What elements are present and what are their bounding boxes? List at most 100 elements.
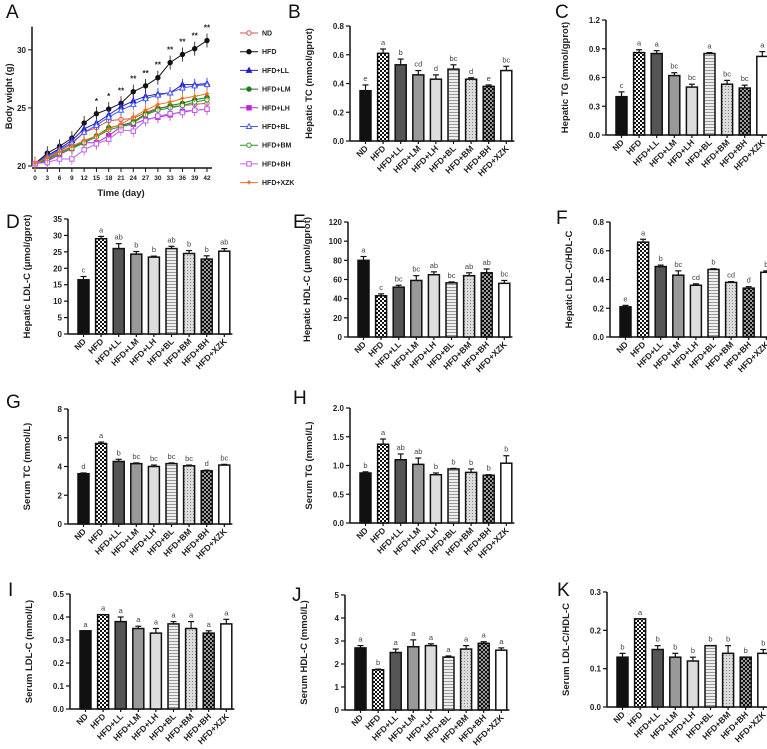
significance-letter: bc — [168, 452, 176, 461]
y-tick-label: 0.0 — [53, 705, 65, 714]
significance-mark: ** — [179, 38, 186, 47]
significance-letter: a — [411, 629, 416, 638]
bar-hfd-bm — [464, 78, 478, 142]
data-point — [130, 88, 136, 95]
data-point — [155, 113, 161, 119]
data-point — [81, 147, 87, 153]
bar-hfd-xzk — [500, 462, 513, 524]
x-tick-label: 6 — [58, 175, 62, 182]
y-axis-title: Hepatic TG (mmol/gprot) — [560, 22, 571, 133]
significance-letter: d — [81, 462, 85, 471]
bar-hfd-lh — [686, 660, 700, 708]
bar-hfd-ll — [112, 247, 125, 335]
y-axis-title: Serum HDL-C (mmol/L) — [299, 600, 310, 705]
legend-label: HFD+BL — [262, 124, 291, 131]
y-tick-label: 0.0 — [590, 703, 602, 712]
significance-letter: a — [482, 631, 487, 640]
y-tick-label: 0.6 — [589, 74, 601, 83]
bar-hfd-lm — [412, 463, 425, 524]
bar-hfd-bl — [442, 656, 455, 711]
x-axis-title: Time (day) — [97, 188, 144, 199]
data-point: ✦ — [191, 91, 199, 101]
significance-letter: a — [99, 225, 104, 234]
bar-hfd-bm — [720, 83, 734, 136]
data-point — [106, 136, 112, 142]
bar-hfd-bl — [165, 462, 178, 525]
significance-letter: bc — [670, 62, 678, 71]
bar-hfd-bm — [724, 281, 738, 338]
y-tick-label: 60 — [333, 276, 342, 285]
bar-hfd-bl — [447, 468, 460, 524]
y-tick-label: 0.4 — [53, 613, 65, 622]
data-point: ✦ — [44, 153, 52, 163]
legend-label: HFD+LL — [262, 68, 290, 75]
y-tick-label: 0.2 — [333, 108, 345, 117]
data-point: ✦ — [93, 131, 101, 141]
x-tick-label: 21 — [117, 175, 125, 182]
bar-hfd-bl — [704, 644, 717, 708]
y-axis-title: Serum LDL-C/HDL-C — [561, 603, 572, 696]
y-tick-label: 80 — [333, 256, 342, 265]
significance-letter: bc — [185, 454, 193, 463]
panel-label-a: A — [6, 2, 19, 23]
significance-letter: a — [655, 40, 660, 49]
bar-hfd-bm — [184, 627, 198, 710]
x-category-label: ND — [74, 711, 90, 727]
bar-hfd — [632, 51, 646, 136]
significance-letter: b — [711, 258, 715, 267]
bar-hfd-bl — [445, 282, 458, 338]
bar-hfd-xzk — [218, 250, 231, 335]
data-point — [192, 45, 198, 52]
bar-hfd-bh — [477, 642, 490, 711]
significance-letter: a — [189, 611, 194, 620]
bar-nd — [615, 95, 628, 136]
bar-hfd — [96, 613, 110, 710]
significance-letter: bc — [674, 260, 682, 269]
y-axis-title: Serum TG (mmol/L) — [304, 421, 315, 509]
bar-hfd-lh — [689, 284, 703, 338]
significance-letter: a — [446, 645, 451, 654]
legend-marker — [246, 86, 252, 92]
data-point — [142, 94, 150, 102]
y-axis-title: Serum TC (mmol/L) — [22, 423, 33, 511]
significance-mark: ** — [167, 46, 174, 55]
significance-letter: ab — [414, 447, 422, 456]
x-tick-label: 24 — [130, 175, 138, 182]
hepatic-hdl-bar-chart: 0 20 40 60 80 100 120 Hepatic HDL-C (μmol/gprot… — [302, 217, 513, 374]
panel-label-j: J — [292, 585, 302, 606]
significance-letter: d — [434, 64, 438, 73]
y-tick-label: 3 — [335, 637, 340, 646]
y-axis-title: Hepatic LDL-C (μmol/gprot) — [22, 214, 33, 338]
significance-letter: b — [434, 462, 438, 471]
significance-letter: ab — [465, 262, 473, 271]
panel-label-c: C — [555, 2, 569, 23]
significance-letter: a — [381, 428, 386, 437]
legend-label: HFD+XZK — [262, 180, 294, 187]
significance-letter: a — [381, 38, 386, 47]
bar-hfd-lm — [130, 253, 143, 335]
y-tick-label: 0.3 — [53, 636, 65, 645]
data-point — [204, 106, 210, 112]
data-point — [191, 81, 199, 89]
significance-letter: a — [99, 431, 104, 440]
data-point — [179, 109, 186, 116]
bar-hfd-xzk — [760, 271, 767, 338]
bar-nd — [79, 630, 92, 710]
bar-hfd-ll — [651, 648, 664, 708]
y-tick-label: 0.0 — [333, 137, 345, 146]
legend-marker: ✦ — [245, 178, 253, 188]
y-tick-label: 0.9 — [589, 45, 601, 54]
y-axis-title: Hepatic TC (mmol/gprot) — [304, 28, 315, 139]
data-point: ✦ — [179, 94, 187, 104]
bar-hfd-lm — [132, 627, 145, 710]
significance-letter: b — [376, 658, 380, 667]
y-tick-label: 0.2 — [53, 659, 65, 668]
bar-hfd-ll — [114, 620, 127, 710]
data-point — [203, 80, 211, 88]
data-point — [93, 141, 100, 147]
bar-hfd-bm — [464, 471, 478, 524]
y-tick-label: 20 — [17, 162, 26, 171]
bar-nd — [616, 656, 629, 708]
x-tick-label: 18 — [105, 175, 113, 182]
significance-letter: b — [152, 245, 156, 254]
